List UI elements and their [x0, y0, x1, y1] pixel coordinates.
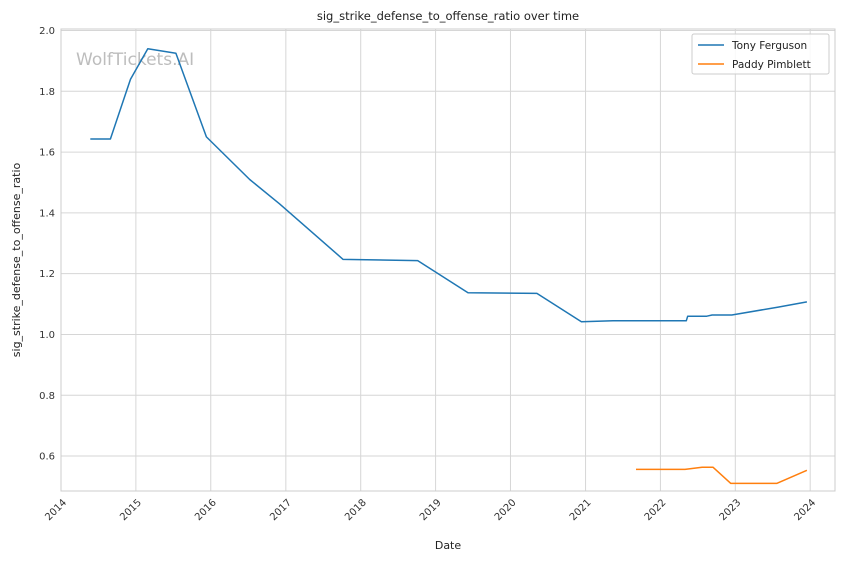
watermark: WolfTickets.AI [76, 50, 194, 70]
legend-entry: Tony Ferguson [731, 40, 807, 52]
x-tick-label: 2021 [568, 497, 594, 523]
x-tick-label: 2018 [343, 497, 369, 523]
x-axis-ticks: 2014 2015 2016 2017 2018 2019 2020 2021 2022 2023… [43, 497, 818, 523]
legend: Tony Ferguson Paddy Pimblett [691, 33, 830, 75]
x-tick-label: 2017 [268, 497, 294, 523]
series-lines [90, 48, 808, 485]
y-axis-ticks: 0.6 0.8 1.0 1.2 1.4 1.6 1.8 2.0 [39, 26, 55, 463]
x-tick-label: 2016 [193, 497, 219, 523]
x-axis-label: Date [435, 539, 462, 552]
y-axis-label: sig_strike_defense_to_offense_ratio [10, 163, 23, 358]
y-tick-label: 1.4 [39, 208, 55, 219]
y-tick-label: 2.0 [39, 26, 55, 37]
x-tick-label: 2023 [718, 497, 744, 523]
y-tick-label: 1.6 [39, 148, 55, 159]
series-line-1 [636, 466, 808, 485]
legend-entry: Paddy Pimblett [732, 59, 811, 71]
x-tick-label: 2015 [118, 497, 144, 523]
x-tick-label: 2020 [493, 497, 519, 523]
grid [60, 29, 835, 491]
series-line-0 [90, 48, 808, 323]
y-tick-label: 1.8 [39, 87, 55, 98]
x-tick-label: 2022 [643, 497, 669, 523]
y-tick-label: 0.6 [39, 452, 55, 463]
x-tick-label: 2019 [418, 497, 444, 523]
x-tick-label: 2024 [793, 497, 819, 523]
y-tick-label: 1.2 [39, 269, 55, 280]
legend-box [691, 33, 830, 75]
y-tick-label: 1.0 [39, 330, 55, 341]
y-tick-label: 0.8 [39, 391, 55, 402]
plot-area-frame [60, 28, 836, 492]
chart-title: sig_strike_defense_to_offense_ratio over… [317, 9, 579, 23]
x-tick-label: 2014 [43, 497, 69, 523]
